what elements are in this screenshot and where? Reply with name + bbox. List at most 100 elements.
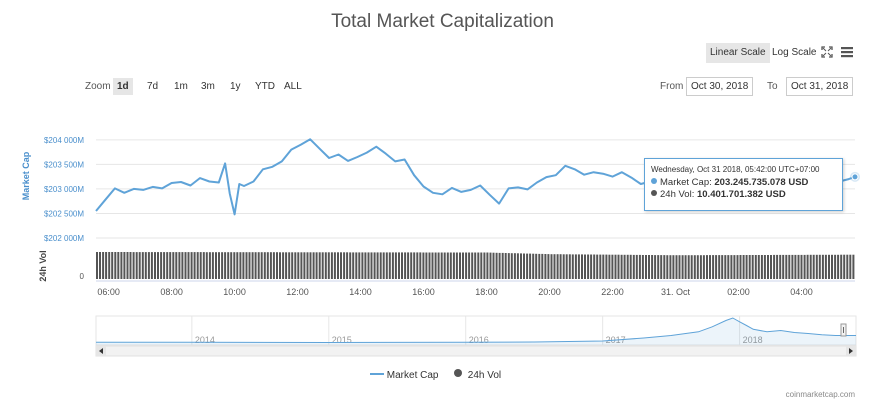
zoom-1m-button[interactable]: 1m bbox=[174, 81, 188, 92]
x-tick-label: 08:00 bbox=[160, 287, 183, 297]
vol-bar bbox=[492, 252, 495, 279]
vol-bar bbox=[233, 252, 236, 279]
vol-bar bbox=[809, 254, 812, 279]
vol-bar bbox=[605, 254, 608, 279]
y-axis-label: Market Cap bbox=[21, 151, 31, 200]
vol-bar bbox=[370, 252, 373, 279]
vol-bar bbox=[477, 252, 480, 279]
to-date-input[interactable]: Oct 31, 2018 bbox=[786, 77, 854, 96]
menu-icon[interactable] bbox=[839, 44, 855, 60]
vol-bar bbox=[834, 254, 837, 279]
vol-bar bbox=[245, 252, 248, 279]
vol-bar bbox=[660, 255, 663, 279]
vol-bar bbox=[480, 252, 483, 279]
vol-bar bbox=[297, 252, 300, 279]
vol-bar bbox=[193, 252, 196, 279]
vol-bar bbox=[452, 252, 455, 279]
legend-market-cap[interactable]: Market Cap bbox=[370, 369, 438, 381]
from-date-input[interactable]: Oct 30, 2018 bbox=[686, 77, 754, 96]
vol-bar bbox=[526, 253, 529, 279]
vol-bar bbox=[178, 252, 181, 279]
vol-bar bbox=[837, 254, 840, 279]
credit-link[interactable]: coinmarketcap.com bbox=[785, 390, 855, 399]
vol-bar bbox=[169, 252, 172, 279]
vol-bar bbox=[510, 253, 513, 279]
vol-bar bbox=[157, 252, 159, 279]
vol-bar bbox=[535, 253, 538, 279]
vol-bar bbox=[291, 252, 294, 279]
vol-bar bbox=[712, 255, 715, 279]
vol-bar bbox=[431, 252, 434, 279]
vol-bar bbox=[468, 252, 471, 279]
vol-bar bbox=[590, 254, 593, 279]
vol-bar bbox=[419, 252, 422, 279]
vol-bar bbox=[797, 254, 800, 279]
fullscreen-icon[interactable] bbox=[819, 44, 835, 60]
vol-bar bbox=[626, 254, 629, 279]
vol-bar bbox=[629, 254, 632, 279]
vol-bar bbox=[733, 255, 736, 279]
zoom-all-button[interactable]: ALL bbox=[284, 81, 302, 92]
vol-bar bbox=[684, 255, 687, 279]
vol-bar bbox=[135, 252, 138, 279]
vol-bar bbox=[788, 254, 791, 279]
vol-bar bbox=[279, 252, 281, 279]
vol-bar bbox=[547, 254, 550, 279]
vol-bar bbox=[791, 254, 794, 279]
vol-bar bbox=[260, 252, 263, 279]
vol-bar bbox=[211, 252, 214, 279]
vol-bar bbox=[529, 253, 532, 279]
navigator-tick-label: 2014 bbox=[195, 335, 215, 345]
zoom-3m-button[interactable]: 3m bbox=[201, 81, 215, 92]
vol-bar bbox=[401, 252, 403, 279]
vol-bar bbox=[584, 254, 586, 279]
vol-bar bbox=[333, 252, 336, 279]
vol-bar bbox=[269, 252, 272, 279]
x-tick-label: 06:00 bbox=[97, 287, 120, 297]
vol-bar bbox=[117, 252, 120, 279]
vol-bar bbox=[501, 252, 504, 279]
x-tick-label: 12:00 bbox=[286, 287, 309, 297]
x-tick-label: 31. Oct bbox=[661, 287, 691, 297]
vol-bar bbox=[428, 252, 431, 279]
vol-bar bbox=[221, 252, 224, 279]
vol-bar bbox=[828, 254, 830, 279]
vol-bar bbox=[160, 252, 163, 279]
vol-bar bbox=[248, 252, 251, 279]
scroll-right-arrow-icon bbox=[849, 348, 853, 354]
chart-title: Total Market Capitalization bbox=[331, 11, 554, 32]
zoom-1y-button[interactable]: 1y bbox=[230, 81, 241, 92]
vol-bar bbox=[831, 254, 833, 279]
vol-bar bbox=[227, 252, 230, 279]
vol-bar bbox=[276, 252, 278, 279]
vol-bar bbox=[126, 252, 129, 279]
hover-point bbox=[851, 173, 859, 181]
vol-bar bbox=[690, 255, 693, 279]
legend-24h-vol[interactable]: 24h Vol bbox=[454, 369, 501, 381]
vol-bar bbox=[724, 255, 727, 279]
linear-scale-button[interactable]: Linear Scale bbox=[706, 43, 770, 63]
vol-bar bbox=[581, 254, 583, 279]
vol-bar bbox=[513, 253, 516, 279]
vol-bar bbox=[272, 252, 275, 279]
legend-line-icon bbox=[370, 373, 384, 375]
zoom-ytd-button[interactable]: YTD bbox=[255, 81, 275, 92]
vol-bar bbox=[443, 252, 446, 279]
log-scale-button[interactable]: Log Scale bbox=[772, 47, 817, 58]
tooltip-market-cap-value: 203.245.735.078 USD bbox=[714, 177, 809, 188]
vol-bar bbox=[215, 252, 217, 279]
vol-bar bbox=[675, 255, 678, 279]
vol-bar bbox=[532, 253, 535, 279]
vol-bar bbox=[141, 252, 144, 279]
y-tick-label: $202 500M bbox=[44, 209, 84, 218]
vol-bar bbox=[208, 252, 211, 279]
navigator-area bbox=[96, 318, 856, 345]
zoom-7d-button[interactable]: 7d bbox=[147, 81, 159, 92]
vol-bar bbox=[577, 254, 580, 279]
vol-bar bbox=[498, 252, 501, 279]
legend-vol-label: 24h Vol bbox=[467, 370, 502, 381]
vol-bar bbox=[330, 252, 333, 279]
zoom-1d-button[interactable]: 1d bbox=[113, 78, 133, 95]
vol-bar bbox=[382, 252, 385, 279]
vol-bar bbox=[202, 252, 205, 279]
